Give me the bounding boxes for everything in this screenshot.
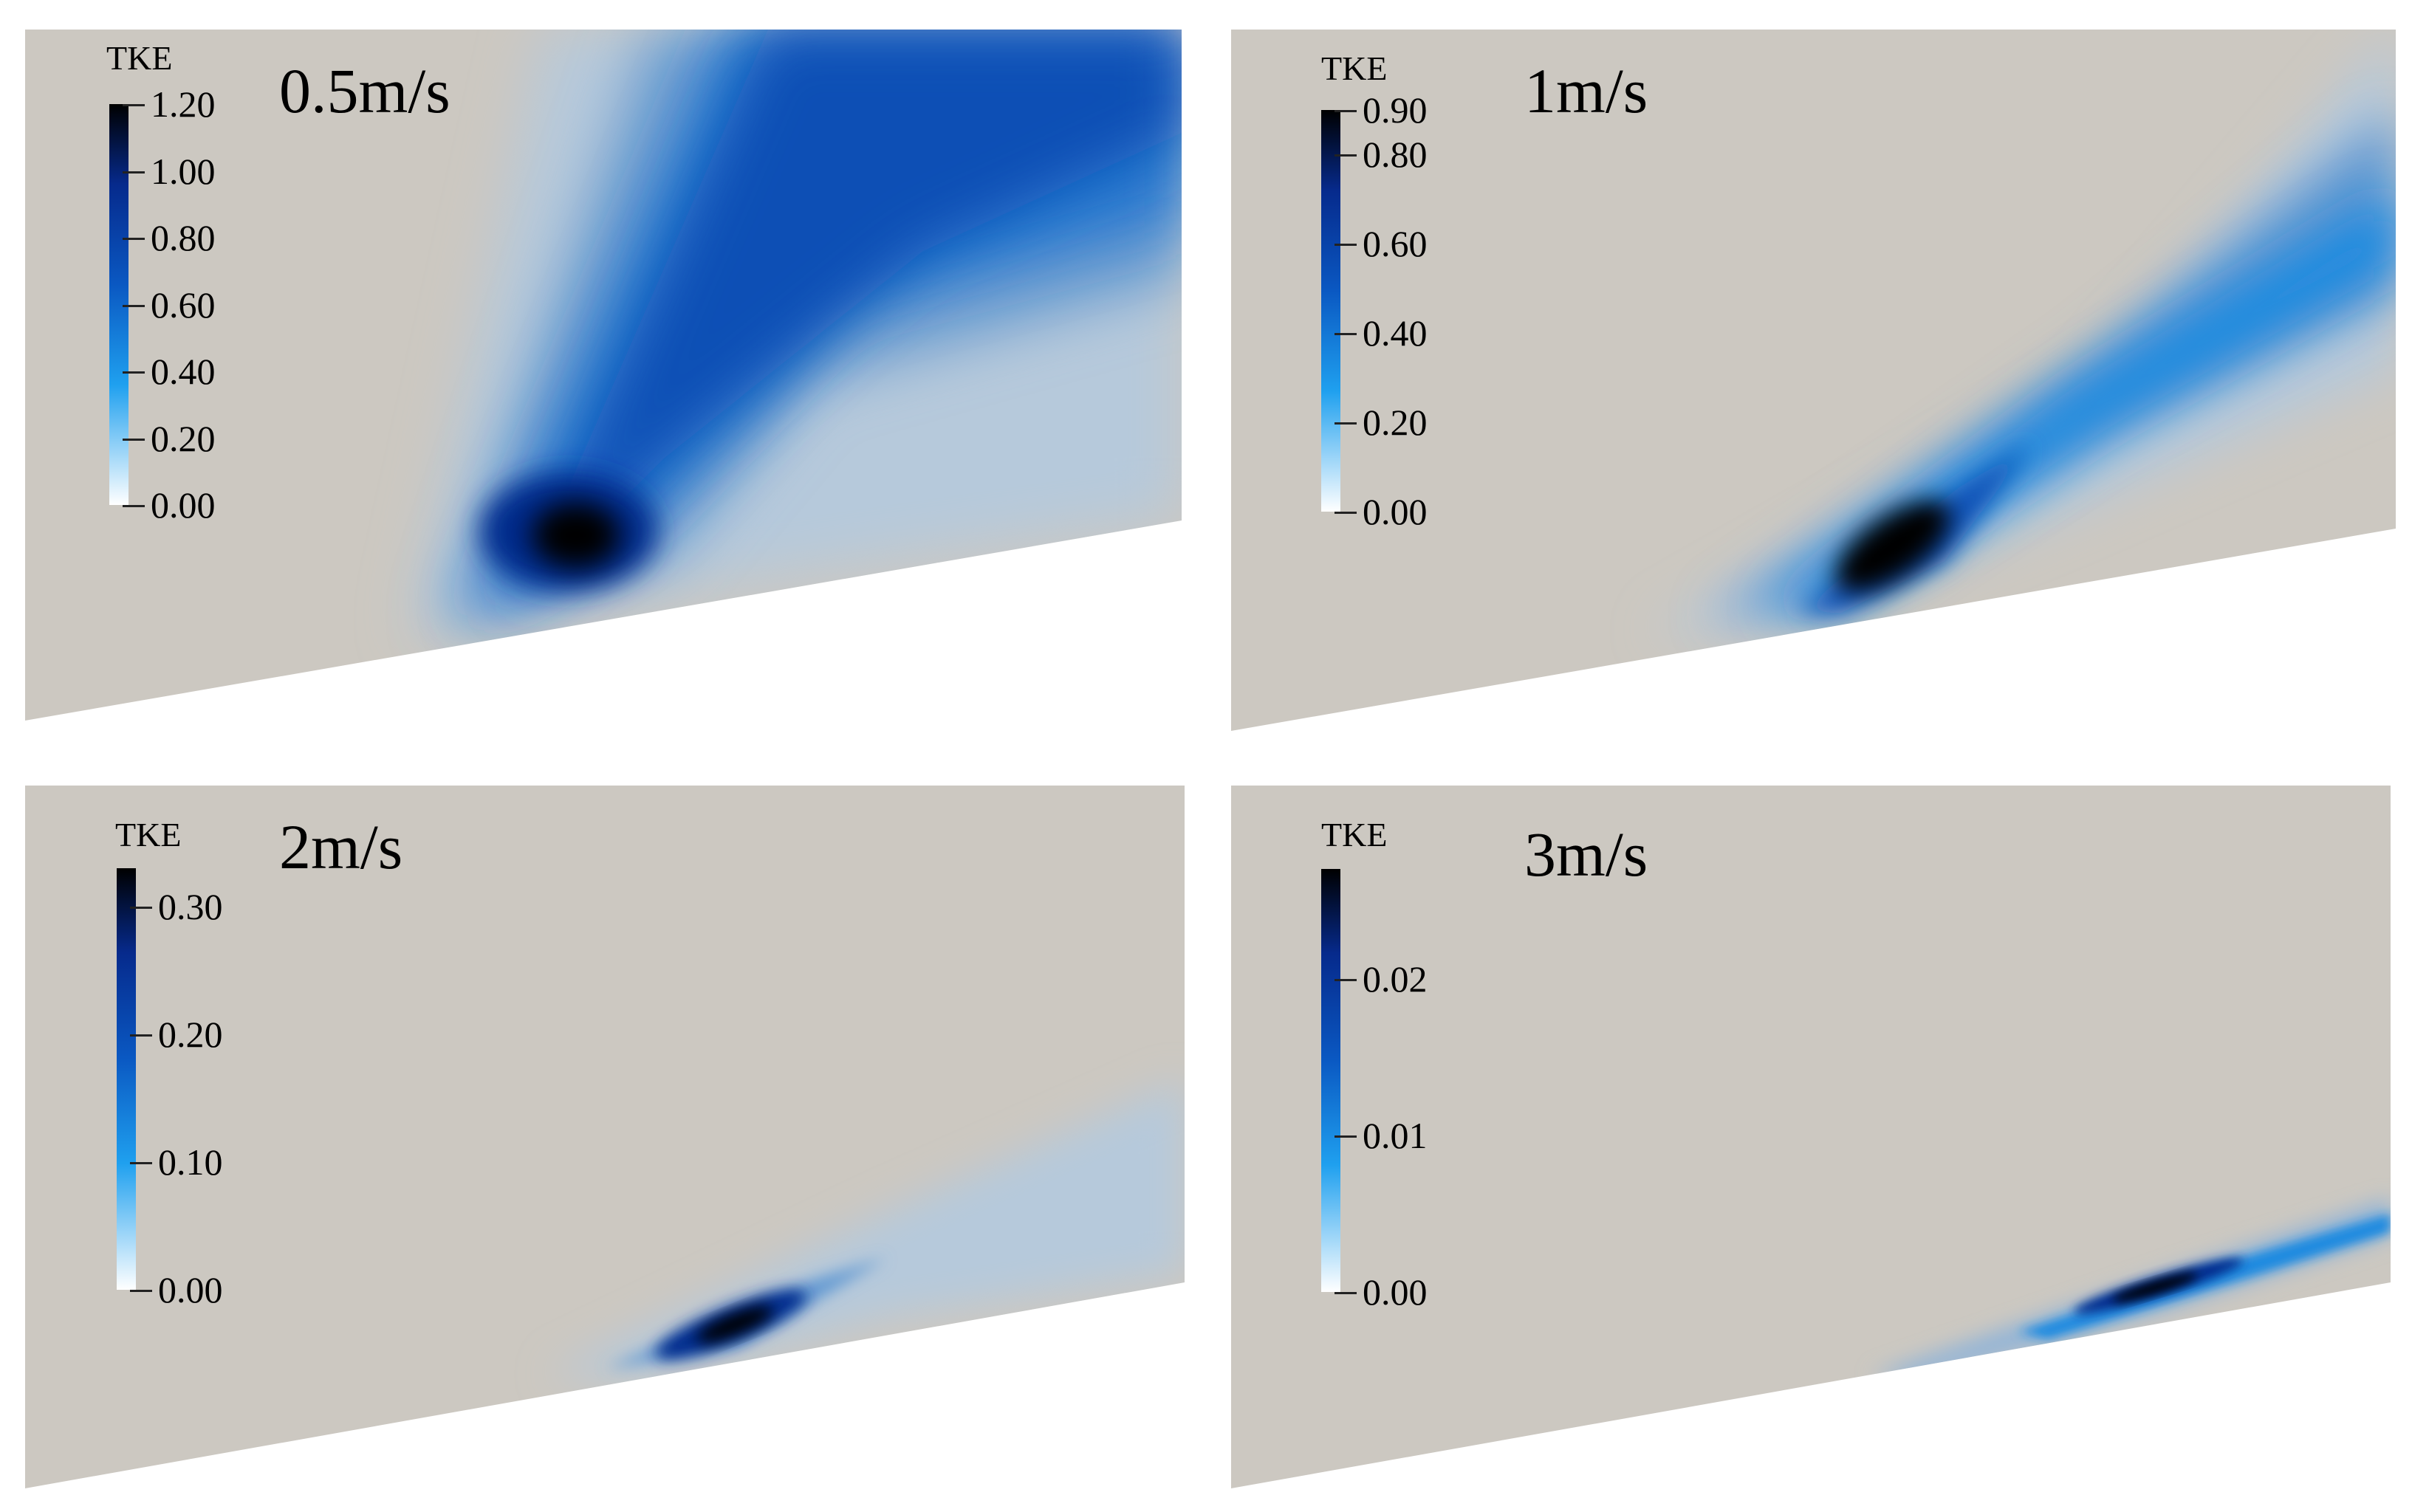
colorbar-title: TKE	[1321, 816, 1388, 853]
panel-2ms: TKE 2m/s 0.30 0.20 0.10 0.00	[0, 756, 1206, 1512]
colorbar-tick-label: 1.20	[151, 83, 216, 125]
colorbar	[117, 868, 136, 1290]
tke-contour-field	[1231, 30, 2396, 731]
panel-0.5ms: TKE 0.5m/s 1.20 1.00 0.80 0.60 0.40 0.20 0.00	[0, 0, 1206, 756]
colorbar-tick	[130, 1161, 152, 1164]
colorbar-tick	[1335, 1292, 1357, 1294]
colorbar-tick-label: 0.00	[158, 1269, 223, 1310]
colorbar-tick	[1335, 154, 1357, 157]
tke-contour-field	[1231, 786, 2391, 1488]
colorbar-title: TKE	[115, 816, 182, 853]
colorbar-tick-label: 0.40	[1363, 312, 1428, 354]
colorbar-tick	[123, 438, 145, 441]
speed-label: 3m/s	[1524, 819, 1648, 890]
colorbar-tick-label: 0.00	[1363, 491, 1428, 532]
colorbar-tick	[123, 304, 145, 307]
colorbar-title: TKE	[1321, 49, 1388, 87]
colorbar-tick	[1335, 110, 1357, 112]
colorbar-tick	[1335, 978, 1357, 981]
colorbar-tick-label: 0.20	[158, 1013, 223, 1055]
colorbar-tick	[1335, 244, 1357, 247]
colorbar-tick-label: 0.20	[1363, 402, 1428, 444]
speed-label: 0.5m/s	[279, 55, 450, 126]
colorbar-tick	[1335, 512, 1357, 514]
colorbar-tick-label: 0.20	[151, 417, 216, 459]
colorbar-tick	[123, 371, 145, 374]
colorbar-tick	[130, 906, 152, 909]
colorbar-tick	[123, 505, 145, 507]
colorbar	[1321, 869, 1340, 1292]
colorbar-tick	[130, 1290, 152, 1292]
colorbar-tick-label: 0.02	[1363, 958, 1428, 1000]
colorbar-tick-label: 0.90	[1363, 89, 1428, 131]
colorbar-tick	[130, 1034, 152, 1037]
colorbar-tick-label: 0.80	[1363, 134, 1428, 176]
colorbar-tick-label: 0.00	[1363, 1271, 1428, 1313]
tke-contour-field	[25, 786, 1185, 1488]
colorbar-tick-label: 0.60	[1363, 223, 1428, 265]
colorbar-title: TKE	[106, 39, 173, 77]
panel-3ms: TKE 3m/s 0.02 0.01 0.00	[1206, 756, 2412, 1512]
colorbar-tick-label: 0.01	[1363, 1114, 1428, 1156]
speed-label: 2m/s	[279, 811, 403, 882]
colorbar-tick-label: 0.30	[158, 885, 223, 927]
colorbar-tick-label: 0.10	[158, 1141, 223, 1183]
colorbar-tick-label: 1.00	[151, 150, 216, 192]
colorbar	[1321, 110, 1340, 512]
colorbar-tick-label: 0.40	[151, 351, 216, 392]
colorbar-tick-label: 0.00	[151, 484, 216, 526]
colorbar-tick	[123, 171, 145, 173]
colorbar-tick	[123, 238, 145, 240]
panel-1ms: TKE 1m/s 0.90 0.80 0.60 0.40 0.20 0.00	[1206, 0, 2412, 756]
speed-label: 1m/s	[1524, 55, 1648, 126]
colorbar-tick	[1335, 1135, 1357, 1138]
colorbar-tick	[123, 104, 145, 106]
tke-contour-field	[25, 30, 1182, 721]
colorbar-tick	[1335, 333, 1357, 336]
colorbar-tick	[1335, 422, 1357, 425]
colorbar-tick-label: 0.60	[151, 284, 216, 326]
colorbar-tick-label: 0.80	[151, 217, 216, 258]
